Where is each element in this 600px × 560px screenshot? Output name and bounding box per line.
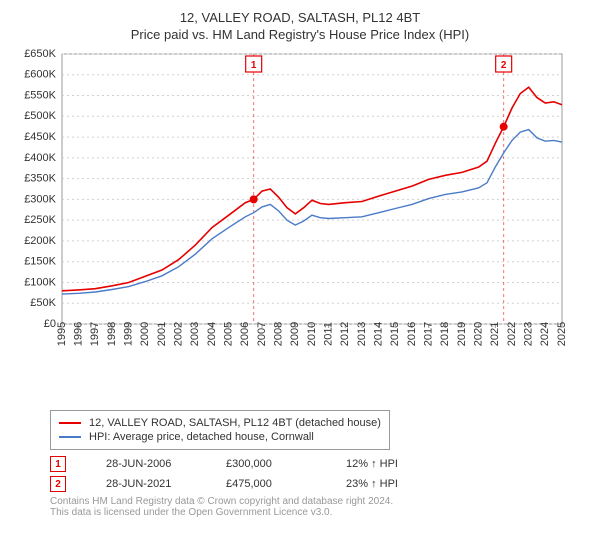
svg-text:2025: 2025 [556,322,568,346]
svg-text:£550K: £550K [24,89,56,101]
svg-text:2002: 2002 [173,322,185,346]
svg-text:1998: 1998 [106,322,118,346]
footer-line: Contains HM Land Registry data © Crown c… [50,496,588,507]
svg-text:2019: 2019 [456,322,468,346]
svg-text:£50K: £50K [30,297,56,309]
svg-text:2015: 2015 [389,322,401,346]
legend-label: 12, VALLEY ROAD, SALTASH, PL12 4BT (deta… [89,417,381,429]
chart-plot: £0 £50K £100K £150K £200K £250K £300K £350K £400… [12,44,588,404]
svg-text:2018: 2018 [439,322,451,346]
chart-container: 12, VALLEY ROAD, SALTASH, PL12 4BT Price… [0,0,600,524]
transaction-marker-icon: 1 [50,456,66,472]
svg-text:1997: 1997 [89,322,101,346]
svg-text:2024: 2024 [539,322,551,346]
legend-label: HPI: Average price, detached house, Corn… [89,431,314,443]
svg-text:2009: 2009 [289,322,301,346]
svg-text:2022: 2022 [506,322,518,346]
svg-text:1996: 1996 [73,322,85,346]
legend: 12, VALLEY ROAD, SALTASH, PL12 4BT (deta… [50,410,390,450]
transaction-pct: 12% ↑ HPI [346,458,426,470]
title-line1: 12, VALLEY ROAD, SALTASH, PL12 4BT [12,10,588,25]
svg-text:2: 2 [501,60,507,71]
chart-svg: £0 £50K £100K £150K £200K £250K £300K £350K £400… [12,44,572,404]
svg-text:2017: 2017 [423,322,435,346]
transaction-row: 2 28-JUN-2021 £475,000 23% ↑ HPI [50,476,588,492]
svg-text:£300K: £300K [24,193,56,205]
transaction-marker-number: 2 [55,479,61,490]
svg-text:2006: 2006 [239,322,251,346]
legend-swatch [59,436,81,438]
svg-text:2012: 2012 [339,322,351,346]
svg-text:£150K: £150K [24,256,56,268]
svg-text:£600K: £600K [24,69,56,81]
svg-text:2007: 2007 [256,322,268,346]
transaction-price: £300,000 [226,458,306,470]
svg-text:2013: 2013 [356,322,368,346]
transaction-pct: 23% ↑ HPI [346,478,426,490]
svg-text:2020: 2020 [473,322,485,346]
svg-text:£200K: £200K [24,235,56,247]
transaction-date: 28-JUN-2006 [106,458,186,470]
svg-text:£650K: £650K [24,48,56,60]
svg-text:2016: 2016 [406,322,418,346]
svg-text:2003: 2003 [189,322,201,346]
svg-text:2023: 2023 [523,322,535,346]
svg-text:2005: 2005 [223,322,235,346]
transaction-price: £475,000 [226,478,306,490]
transaction-marker-number: 1 [55,459,61,470]
svg-text:1999: 1999 [123,322,135,346]
svg-text:£0: £0 [44,318,56,330]
svg-text:2001: 2001 [156,322,168,346]
svg-text:£400K: £400K [24,152,56,164]
svg-text:£350K: £350K [24,173,56,185]
svg-text:1995: 1995 [56,322,68,346]
svg-text:2000: 2000 [139,322,151,346]
footer-text: Contains HM Land Registry data © Crown c… [50,496,588,518]
svg-text:£500K: £500K [24,110,56,122]
svg-text:2021: 2021 [489,322,501,346]
svg-text:2004: 2004 [206,322,218,346]
transaction-marker-icon: 2 [50,476,66,492]
transaction-row: 1 28-JUN-2006 £300,000 12% ↑ HPI [50,456,588,472]
svg-text:2014: 2014 [373,322,385,346]
svg-text:2010: 2010 [306,322,318,346]
svg-text:2011: 2011 [323,322,335,346]
legend-item: HPI: Average price, detached house, Corn… [59,431,381,443]
svg-text:1: 1 [251,60,257,71]
svg-text:£250K: £250K [24,214,56,226]
svg-text:£100K: £100K [24,276,56,288]
legend-swatch [59,422,81,424]
footer-line: This data is licensed under the Open Gov… [50,507,588,518]
title-line2: Price paid vs. HM Land Registry's House … [12,27,588,42]
transaction-date: 28-JUN-2021 [106,478,186,490]
transaction-table: 1 28-JUN-2006 £300,000 12% ↑ HPI 2 28-JU… [50,456,588,492]
svg-text:£450K: £450K [24,131,56,143]
svg-text:2008: 2008 [273,322,285,346]
legend-item: 12, VALLEY ROAD, SALTASH, PL12 4BT (deta… [59,417,381,429]
